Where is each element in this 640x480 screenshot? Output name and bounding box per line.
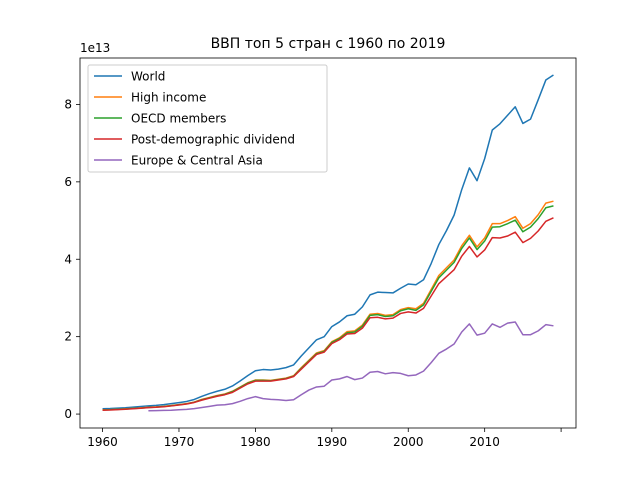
x-tick-label: 1970 [164,435,195,449]
y-tick-label: 6 [64,175,72,189]
x-tick-label: 2000 [393,435,424,449]
y-tick-label: 8 [64,97,72,111]
legend-label: High income [131,91,206,105]
line-series [102,74,554,410]
x-tick-label: 1980 [240,435,271,449]
y-tick-label: 0 [64,407,72,421]
legend-label: OECD members [131,112,226,126]
legend: World High income OECD members Post-demogra… [87,64,328,173]
legend-label: Europe & Central Asia [131,154,263,168]
x-tick-label: 1960 [87,435,118,449]
legend-label: World [131,70,165,84]
y-tick-label: 2 [64,330,72,344]
x-tick-label: 1990 [317,435,348,449]
y-tick-label: 4 [64,252,72,266]
y-offset-label: 1e13 [80,41,110,55]
legend-frame [87,64,328,173]
legend-label: Post-demographic dividend [131,133,295,147]
x-tick-label: 2010 [469,435,500,449]
plot-frame [79,57,577,429]
chart-title: ВВП топ 5 стран с 1960 по 2019 [211,36,446,52]
line-series [102,217,554,411]
line-series [148,321,554,412]
